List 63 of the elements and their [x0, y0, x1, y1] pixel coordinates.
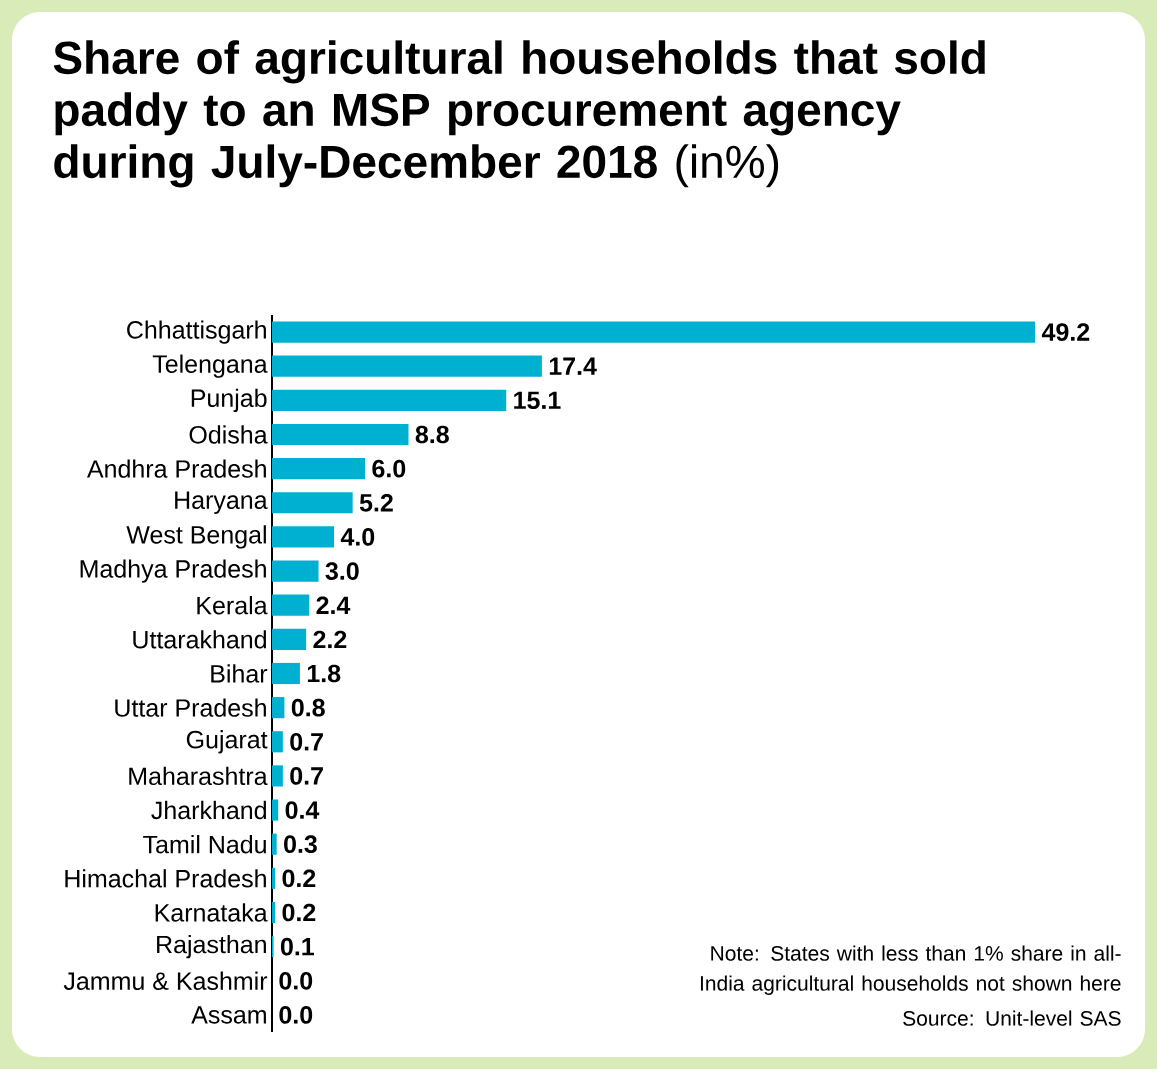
y-tick-label: Odisha	[189, 425, 268, 444]
bar	[272, 458, 366, 480]
data-label: 0.7	[290, 767, 323, 785]
bar	[272, 867, 276, 889]
data-label: 0.0	[279, 1006, 313, 1024]
data-label: 5.2	[359, 493, 393, 512]
data-label: 0.3	[284, 835, 317, 854]
y-tick-label: Bihar	[211, 664, 268, 683]
y-tick-label: Jharkhand	[151, 800, 266, 820]
data-label: 0.2	[282, 869, 316, 888]
y-tick-label: Madhya Pradesh	[80, 559, 266, 583]
y-tick-label: Assam	[191, 1006, 266, 1024]
y-tick-label: Maharashtra	[129, 766, 268, 786]
data-label: 0.2	[282, 903, 316, 922]
data-label: 0.0	[279, 971, 313, 990]
y-tick-label: Jammu & Kashmir	[63, 971, 268, 990]
annotation: Note: States with less than 1% share in all-India agricultural households not shown here	[700, 945, 1121, 995]
bar	[272, 423, 409, 446]
y-tick-label: Kerala	[197, 596, 268, 615]
y-tick-label: Chhattisgarh	[127, 320, 266, 344]
bar	[272, 901, 276, 924]
bar	[272, 594, 310, 616]
bar	[272, 389, 507, 411]
data-label: 49.2	[1041, 323, 1090, 341]
data-label: 0.1	[280, 937, 315, 956]
bar	[272, 492, 353, 514]
bar	[272, 697, 285, 719]
data-label: 17.4	[549, 357, 597, 375]
bar	[272, 560, 319, 582]
bar	[272, 799, 279, 821]
data-label: 0.8	[291, 698, 325, 717]
y-tick-label: Uttarakhand	[133, 630, 266, 649]
data-label: 1.8	[307, 664, 341, 683]
data-label: 8.8	[415, 425, 449, 444]
y-tick-label: Uttar Pradesh	[115, 698, 266, 717]
data-label: 0.4	[285, 801, 320, 819]
y-tick-label: Rajasthan	[157, 934, 266, 959]
data-label: 6.0	[372, 459, 406, 478]
chart-title: Share of agricultural households that sold paddy to an MSP procurement agency during July-December 2018 (in%)	[53, 40, 985, 188]
y-tick-label: Karnataka	[155, 903, 268, 922]
y-tick-label: Andhra Pradesh	[86, 459, 266, 478]
data-label: 2.2	[313, 630, 347, 649]
data-label: 4.0	[340, 528, 375, 546]
bar	[272, 526, 335, 548]
annotation: Source: Unit-level SAS	[903, 1010, 1121, 1026]
data-label: 0.7	[290, 732, 323, 751]
bar	[272, 321, 1036, 343]
bar	[272, 833, 277, 855]
data-label: 2.4	[316, 596, 351, 614]
y-tick-label: West Bengal	[126, 525, 266, 549]
y-tick-label: Punjab	[191, 388, 267, 412]
bar	[272, 628, 307, 650]
bar	[272, 765, 283, 787]
y-tick-label: Gujarat	[186, 730, 268, 754]
y-tick-label: Himachal Pradesh	[65, 869, 266, 888]
y-tick-label: Tamil Nadu	[143, 835, 266, 854]
bar	[272, 355, 542, 377]
bar	[272, 731, 283, 753]
y-tick-label: Haryana	[175, 491, 268, 514]
data-label: 15.1	[514, 391, 561, 410]
data-label: 3.0	[325, 562, 359, 580]
y-tick-label: Telengana	[152, 354, 268, 378]
bar	[272, 662, 300, 685]
